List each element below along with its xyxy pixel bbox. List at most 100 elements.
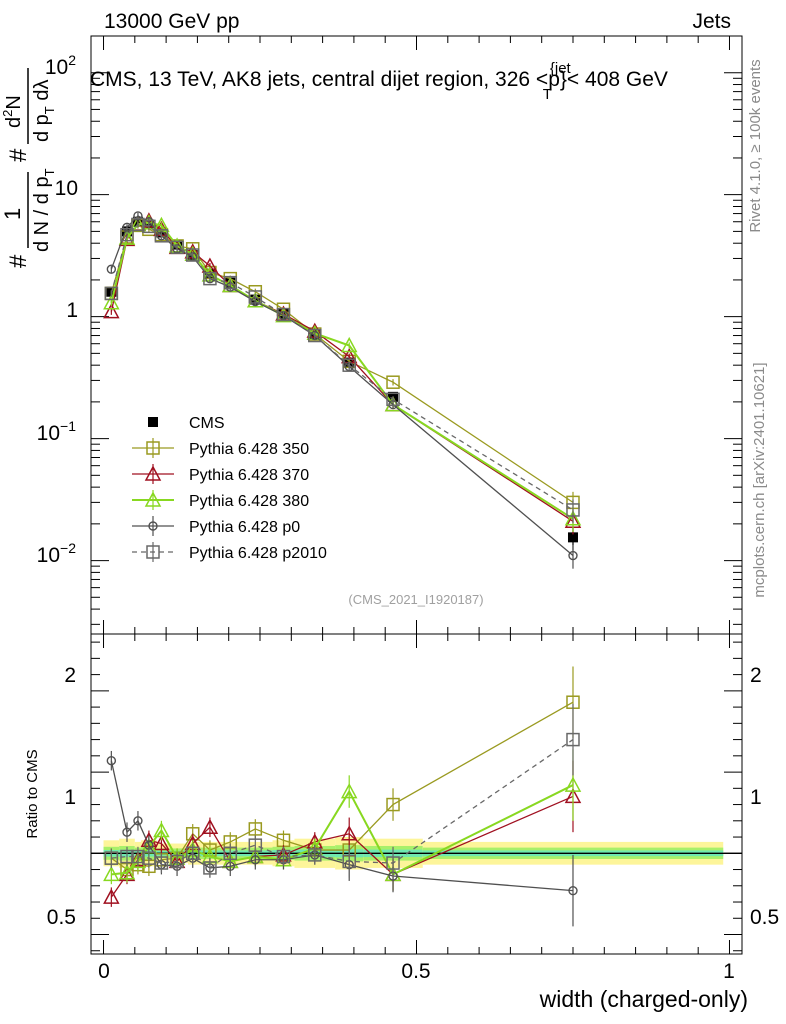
ratio-point [153, 834, 170, 851]
ratio-point [133, 816, 143, 826]
ratio-point [386, 797, 400, 812]
ratio-point [250, 855, 261, 865]
plot-title-sup: {jet [550, 60, 572, 77]
series-5 [104, 217, 580, 524]
x-tick-0: 0 [98, 960, 110, 983]
ratio-point [308, 848, 322, 862]
legend-marker [146, 441, 160, 455]
data-point [308, 328, 322, 343]
data-point [104, 286, 119, 301]
y-tick-1: 1 [66, 299, 78, 322]
ratio-point [120, 849, 134, 864]
ratio-point [170, 854, 184, 869]
ylabel-main-numer: d2N [0, 95, 25, 128]
plot-title-main: CMS, 13 TeV, AK8 jets, central dijet reg… [90, 68, 560, 91]
data-point [310, 330, 320, 341]
series-3 [103, 214, 582, 532]
ratio-point [153, 821, 170, 838]
ratio-point [106, 756, 117, 766]
legend-label: Pythia 6.428 380 [189, 493, 309, 510]
data-point [568, 550, 578, 561]
series-line [110, 215, 574, 557]
ratio-point [340, 782, 358, 799]
ratio-point [118, 864, 136, 880]
ratio-point [201, 818, 219, 835]
x-axis-label: width (charged-only) [539, 986, 748, 1012]
data-point [156, 231, 167, 241]
data-point [170, 240, 184, 255]
ratio-point [103, 888, 120, 904]
ratio-tick-0.5-left: 0.5 [47, 906, 76, 929]
ratio-tick-1-left: 1 [64, 786, 76, 809]
legend-marker [146, 545, 160, 559]
ylabel-main-hash2: # [5, 148, 32, 162]
ratio-point [564, 776, 582, 792]
series-4 [106, 211, 578, 569]
legend-label: Pythia 6.428 350 [189, 441, 309, 458]
data-point [203, 271, 217, 286]
data-point [103, 294, 120, 310]
ratio-point [340, 825, 358, 841]
ratio-point [248, 838, 263, 852]
ratio-tick-2-left: 2 [64, 664, 76, 687]
ratio-point [103, 865, 120, 882]
legend-item-3: Pythia 6.428 380 [132, 490, 309, 510]
y-axis-label-ratio: Ratio to CMS [24, 749, 41, 838]
data-point [248, 290, 263, 304]
plot-title: CMS, 13 TeV, AK8 jets, central dijet reg… [90, 60, 668, 103]
ratio-point [276, 849, 291, 864]
legend-marker [148, 521, 158, 531]
ylabel-main-one: 1 [0, 208, 25, 220]
legend-item-2: Pythia 6.428 370 [132, 464, 309, 484]
ratio-plot-frame [90, 633, 743, 955]
y-axis-label-main: # 1 d N / d pT # d2N d pT dλ [0, 68, 57, 268]
data-point [566, 503, 580, 517]
x-tick-0.5: 0.5 [401, 960, 430, 983]
plot-title-sub: T [543, 86, 552, 103]
y-tick-labels-main: 102 10 1 10−1 10−2 [37, 52, 78, 567]
y-tick-0.01: 10−2 [37, 540, 77, 567]
rivet-label: Rivet 4.1.0, ≥ 100k events [747, 59, 764, 232]
ratio-tick-1-right: 1 [750, 786, 762, 809]
series-line [110, 223, 574, 511]
data-point [185, 248, 200, 262]
ratio-point [248, 822, 263, 836]
ylabel-main-denom: d N / d pT [31, 168, 57, 252]
ratio-point [386, 856, 400, 870]
y-tick-0.1: 10−1 [37, 418, 77, 445]
legend-marker [144, 465, 162, 481]
ratio-series-4 [104, 703, 580, 880]
analysis-id: (CMS_2021_I1920187) [348, 592, 483, 607]
ratio-point [131, 849, 145, 864]
ratio-point [223, 846, 238, 861]
ratio-point [122, 827, 132, 837]
ratio-point [203, 861, 217, 875]
data-point [142, 219, 156, 234]
legend-marker [144, 491, 162, 507]
ratio-point [342, 854, 356, 869]
series-2 [103, 212, 582, 535]
data-point [106, 264, 117, 274]
data-point [122, 222, 132, 233]
ratio-line [111, 739, 574, 869]
legend-item-1: Pythia 6.428 350 [132, 438, 309, 458]
ratio-point [104, 851, 119, 865]
legend-item-5: Pythia 6.428 p2010 [132, 542, 327, 562]
series-line [110, 220, 574, 522]
ylabel-main-hash: # [5, 254, 32, 268]
data-point [276, 307, 291, 322]
series-1 [104, 218, 580, 516]
ylabel-main-denom2: d pT dλ [31, 80, 57, 142]
ratio-point [185, 846, 200, 861]
legend-label: Pythia 6.428 p0 [189, 519, 300, 536]
data-point [133, 211, 143, 221]
ratio-tick-0.5-right: 0.5 [750, 906, 779, 929]
data-point [340, 336, 358, 353]
legend-item-0: CMS [148, 415, 225, 432]
series-line [110, 224, 574, 503]
group-label: Jets [692, 10, 731, 33]
y-tick-100: 102 [45, 52, 76, 79]
ratio-point [568, 885, 578, 896]
data-point [567, 532, 578, 543]
